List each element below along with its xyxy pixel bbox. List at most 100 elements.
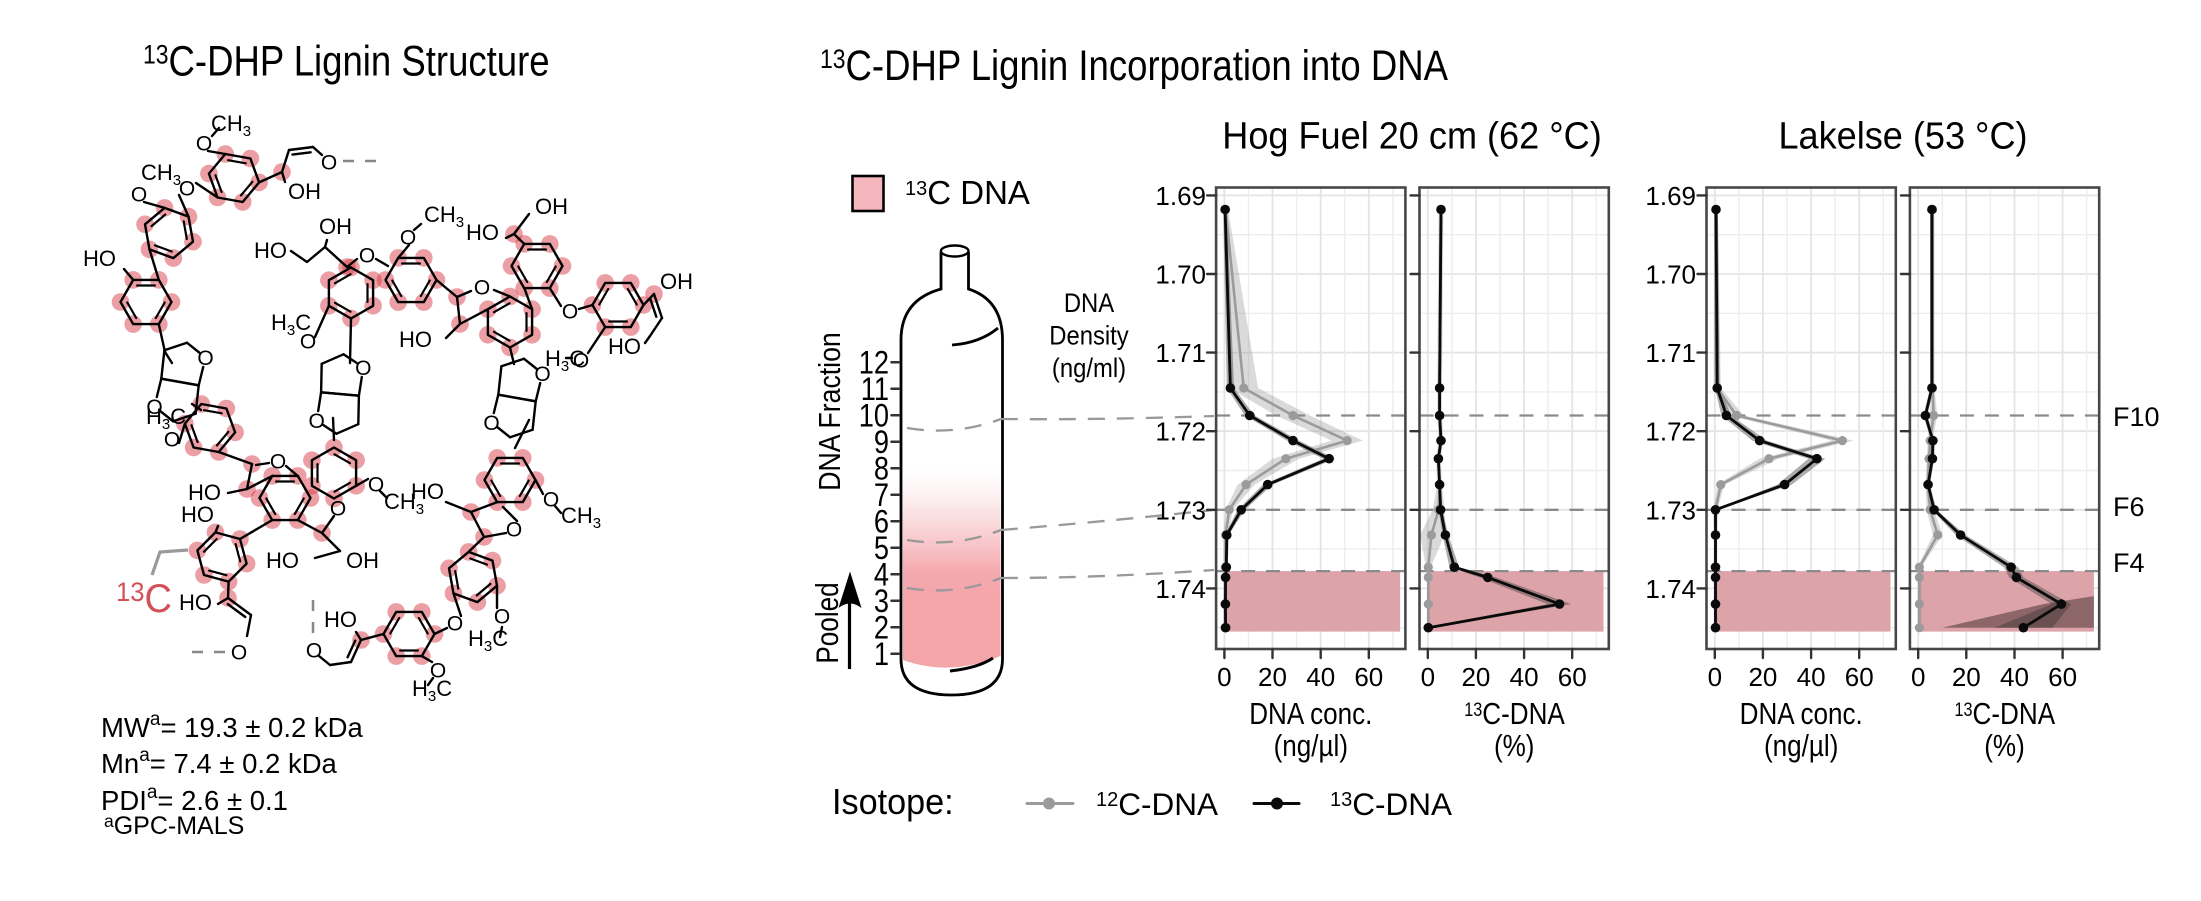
svg-text:O: O: [330, 498, 346, 521]
svg-text:DNA conc.: DNA conc.: [1249, 697, 1372, 731]
svg-text:(%): (%): [1494, 729, 1535, 763]
svg-text:O: O: [231, 642, 247, 665]
svg-text:O: O: [447, 613, 463, 636]
svg-text:OH: OH: [319, 214, 352, 239]
svg-text:O: O: [306, 640, 322, 663]
svg-text:4: 4: [874, 557, 889, 593]
svg-text:(ng/ml): (ng/ml): [1052, 354, 1126, 383]
svg-text:20: 20: [1952, 662, 1981, 692]
svg-text:60: 60: [1845, 662, 1874, 692]
svg-text:1.74: 1.74: [1645, 574, 1696, 604]
svg-text:1.71: 1.71: [1155, 338, 1206, 368]
svg-text:1.72: 1.72: [1645, 417, 1696, 447]
svg-text:10: 10: [859, 398, 889, 434]
svg-text:O: O: [300, 331, 316, 354]
svg-text:HO: HO: [399, 327, 432, 352]
svg-text:1.70: 1.70: [1155, 260, 1206, 290]
svg-text:9: 9: [874, 425, 889, 461]
svg-text:13C DNA: 13C DNA: [905, 174, 1030, 211]
svg-text:0: 0: [1217, 662, 1231, 692]
svg-text:OH: OH: [288, 179, 321, 204]
svg-text:O: O: [179, 178, 195, 201]
svg-text:60: 60: [2048, 662, 2077, 692]
svg-text:3: 3: [874, 584, 889, 620]
svg-text:HO: HO: [266, 548, 299, 573]
svg-text:13C-DNA: 13C-DNA: [1464, 697, 1565, 731]
svg-text:13C-DNA: 13C-DNA: [1330, 786, 1452, 822]
svg-text:O: O: [270, 451, 286, 474]
svg-text:O: O: [483, 412, 499, 435]
svg-text:13C-DNA: 13C-DNA: [1955, 697, 2056, 731]
svg-text:O: O: [562, 301, 578, 324]
svg-text:O: O: [494, 606, 510, 629]
svg-text:HO: HO: [324, 607, 357, 632]
svg-text:HO: HO: [83, 246, 116, 271]
svg-text:Hog Fuel 20 cm (62 °C): Hog Fuel 20 cm (62 °C): [1222, 114, 1601, 157]
svg-text:CH3: CH3: [141, 160, 181, 189]
svg-text:F6: F6: [2113, 492, 2145, 522]
svg-text:12C-DNA: 12C-DNA: [1096, 786, 1218, 822]
svg-text:Density: Density: [1049, 321, 1129, 350]
svg-text:MWa= 19.3 ± 0.2 kDa: MWa= 19.3 ± 0.2 kDa: [101, 709, 364, 743]
svg-text:O: O: [355, 357, 371, 380]
svg-text:Pooled: Pooled: [811, 582, 846, 663]
svg-text:F4: F4: [2113, 548, 2145, 578]
svg-text:1.74: 1.74: [1155, 574, 1206, 604]
svg-text:Isotope:: Isotope:: [832, 782, 954, 822]
svg-text:HO: HO: [254, 238, 287, 263]
svg-text:7: 7: [874, 478, 889, 514]
svg-text:F10: F10: [2113, 402, 2160, 432]
svg-text:1.69: 1.69: [1645, 181, 1696, 211]
svg-text:(ng/µl): (ng/µl): [1764, 729, 1838, 763]
svg-text:DNA conc.: DNA conc.: [1740, 697, 1863, 731]
svg-text:HO: HO: [411, 479, 444, 504]
svg-text:13C: 13C: [116, 576, 172, 621]
svg-text:O: O: [474, 277, 490, 300]
svg-text:HO: HO: [179, 590, 212, 615]
svg-text:O: O: [359, 245, 375, 268]
svg-text:OH: OH: [346, 548, 379, 573]
svg-text:13C-DHP Lignin Incorporation i: 13C-DHP Lignin Incorporation into DNA: [820, 42, 1448, 89]
svg-text:0: 0: [1421, 662, 1435, 692]
svg-text:1.73: 1.73: [1645, 495, 1696, 525]
svg-text:5: 5: [874, 531, 889, 567]
svg-text:6: 6: [874, 504, 889, 540]
svg-text:1.70: 1.70: [1645, 260, 1696, 290]
svg-text:O: O: [309, 410, 325, 433]
svg-text:1.73: 1.73: [1155, 495, 1206, 525]
svg-text:11: 11: [861, 372, 889, 408]
svg-text:PDIa= 2.6 ± 0.1: PDIa= 2.6 ± 0.1: [101, 782, 288, 816]
svg-text:13C-DHP Lignin Structure: 13C-DHP Lignin Structure: [143, 38, 550, 85]
svg-text:DNA: DNA: [1064, 289, 1114, 318]
svg-text:Mna= 7.4 ± 0.2 kDa: Mna= 7.4 ± 0.2 kDa: [101, 745, 338, 779]
svg-text:1.71: 1.71: [1645, 338, 1696, 368]
svg-text:40: 40: [1797, 662, 1826, 692]
svg-text:O: O: [534, 363, 550, 386]
svg-text:1.69: 1.69: [1155, 181, 1206, 211]
svg-text:O: O: [196, 133, 212, 156]
svg-text:O: O: [197, 347, 213, 370]
svg-text:HO: HO: [608, 334, 641, 359]
svg-text:(%): (%): [1984, 729, 2025, 763]
svg-text:O: O: [146, 396, 162, 419]
svg-text:1: 1: [874, 637, 889, 673]
svg-text:HO: HO: [466, 220, 499, 245]
svg-text:O: O: [131, 184, 147, 207]
svg-text:20: 20: [1258, 662, 1287, 692]
svg-text:2: 2: [874, 610, 889, 646]
svg-text:40: 40: [1510, 662, 1539, 692]
svg-text:O: O: [430, 660, 446, 683]
svg-text:O: O: [321, 152, 337, 175]
svg-text:(ng/µl): (ng/µl): [1274, 729, 1348, 763]
svg-text:1.72: 1.72: [1155, 417, 1206, 447]
svg-text:O: O: [164, 429, 180, 452]
svg-text:12: 12: [859, 345, 889, 381]
svg-text:OH: OH: [535, 194, 568, 219]
svg-text:20: 20: [1748, 662, 1777, 692]
svg-text:Lakelse (53 °C): Lakelse (53 °C): [1778, 114, 2027, 157]
svg-text:0: 0: [1911, 662, 1925, 692]
svg-text:0: 0: [1708, 662, 1722, 692]
svg-text:O: O: [506, 519, 522, 542]
svg-text:HO: HO: [181, 502, 214, 527]
svg-text:HO: HO: [188, 480, 221, 505]
